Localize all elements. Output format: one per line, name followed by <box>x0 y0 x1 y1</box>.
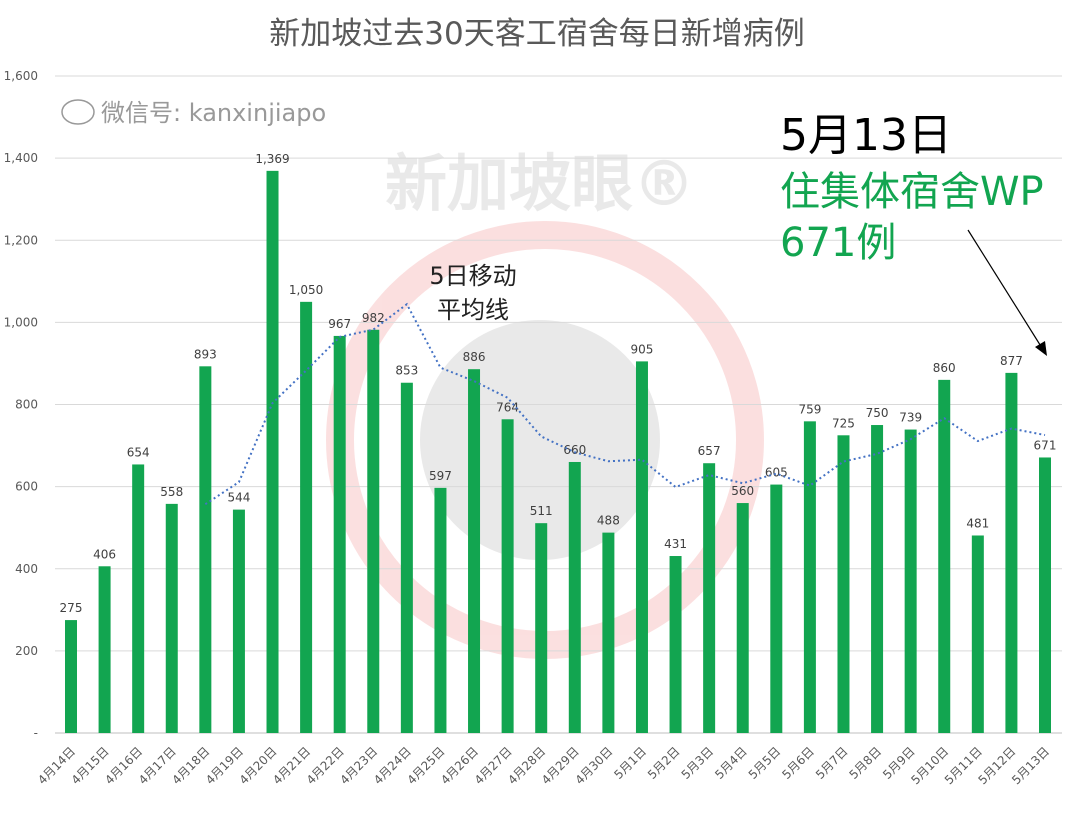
bar <box>904 429 917 733</box>
y-tick-label: - <box>34 726 38 740</box>
data-label: 886 <box>463 350 486 364</box>
data-label: 1,050 <box>289 283 323 297</box>
data-label: 725 <box>832 416 855 430</box>
moving-average-line <box>204 302 1046 506</box>
gridlines <box>55 75 1062 734</box>
x-tick-label: 5月1日 <box>611 744 649 782</box>
data-label: 511 <box>530 504 553 518</box>
x-tick-label: 5月5日 <box>746 744 784 782</box>
data-label: 982 <box>362 311 385 325</box>
bar <box>635 361 648 733</box>
svg-text:新加坡眼®: 新加坡眼® <box>385 147 695 220</box>
bar <box>1039 457 1051 733</box>
bar <box>568 461 581 733</box>
bar <box>770 484 783 733</box>
bar <box>266 170 279 733</box>
data-label: 860 <box>933 361 956 375</box>
x-tick-label: 4月30日 <box>572 744 615 787</box>
data-label: 597 <box>429 469 452 483</box>
ma-label-line1: 5日移动 <box>429 262 516 290</box>
data-label: 558 <box>160 485 183 499</box>
bar <box>703 463 716 733</box>
y-tick-label: 1,200 <box>4 233 38 247</box>
x-tick-label: 5月13日 <box>1009 744 1052 787</box>
annotation-arrow <box>967 229 1043 349</box>
bar <box>199 366 212 733</box>
bar <box>803 421 816 733</box>
bar <box>165 503 178 733</box>
y-tick-label: 1,400 <box>4 151 38 165</box>
data-label: 967 <box>328 317 351 331</box>
data-label: 739 <box>899 411 922 425</box>
bar <box>1005 372 1018 733</box>
y-tick-label: 1,000 <box>4 315 38 329</box>
x-tick-label: 5月6日 <box>779 744 817 782</box>
bar <box>971 535 984 733</box>
annotation-line3: 671例 <box>780 220 896 266</box>
data-label: 481 <box>966 516 989 530</box>
data-label: 275 <box>60 601 83 615</box>
x-tick-label: 5月7日 <box>813 744 851 782</box>
x-axis: 4月14日4月15日4月16日4月17日4月18日4月19日4月20日4月21日… <box>35 744 1052 787</box>
bar <box>871 425 884 733</box>
bar <box>736 503 749 733</box>
bar <box>333 335 346 733</box>
annotation-date: 5月13日 <box>780 110 952 161</box>
data-label: 654 <box>127 445 150 459</box>
x-tick-label: 5月4日 <box>712 744 750 782</box>
data-label: 660 <box>563 443 586 457</box>
bar <box>65 620 77 733</box>
bar <box>98 566 111 733</box>
data-label: 759 <box>798 402 821 416</box>
bars <box>65 170 1051 733</box>
bar <box>300 301 313 733</box>
data-label: 764 <box>496 400 519 414</box>
annotation-line2: 住集体宿舍WP <box>780 169 1044 215</box>
chart-title: 新加坡过去30天客工宿舍每日新增病例 <box>269 16 804 52</box>
y-axis: - 200 400 600 800 1,000 1,200 1,400 1,600 <box>4 69 38 740</box>
data-label: 406 <box>93 547 116 561</box>
y-tick-label: 1,600 <box>4 69 38 83</box>
ma-label-line2: 平均线 <box>437 296 509 324</box>
data-label: 544 <box>227 491 250 505</box>
bar <box>535 523 548 733</box>
y-tick-label: 600 <box>15 480 38 494</box>
x-tick-label: 5月2日 <box>645 744 683 782</box>
data-label: 853 <box>395 364 418 378</box>
data-label: 657 <box>698 444 721 458</box>
watermark-wechat: 微信号: kanxinjiapo <box>61 99 326 127</box>
data-label: 560 <box>731 484 754 498</box>
wechat-watermark-text: 微信号: kanxinjiapo <box>101 99 326 127</box>
data-label: 877 <box>1000 354 1023 368</box>
bar <box>501 419 514 733</box>
bar <box>669 556 682 733</box>
data-label: 750 <box>866 406 889 420</box>
data-label: 431 <box>664 537 687 551</box>
data-label: 1,369 <box>255 152 289 166</box>
bar <box>837 435 850 733</box>
x-tick-label: 5月3日 <box>679 744 717 782</box>
data-label: 488 <box>597 514 620 528</box>
arrow-head-icon <box>1035 341 1047 356</box>
x-tick-label: 5月8日 <box>847 744 885 782</box>
y-tick-label: 800 <box>15 398 38 412</box>
y-tick-label: 400 <box>15 562 38 576</box>
bar <box>434 487 447 733</box>
data-label: 893 <box>194 347 217 361</box>
bar <box>232 509 245 733</box>
bar <box>400 382 413 733</box>
data-label: 905 <box>631 342 654 356</box>
data-label: 671 <box>1034 438 1057 452</box>
bar <box>132 464 145 733</box>
y-tick-label: 200 <box>15 644 38 658</box>
bar <box>367 329 380 733</box>
wechat-icon <box>61 99 95 125</box>
bar <box>468 369 481 733</box>
bar <box>938 379 951 733</box>
bar <box>602 532 615 733</box>
